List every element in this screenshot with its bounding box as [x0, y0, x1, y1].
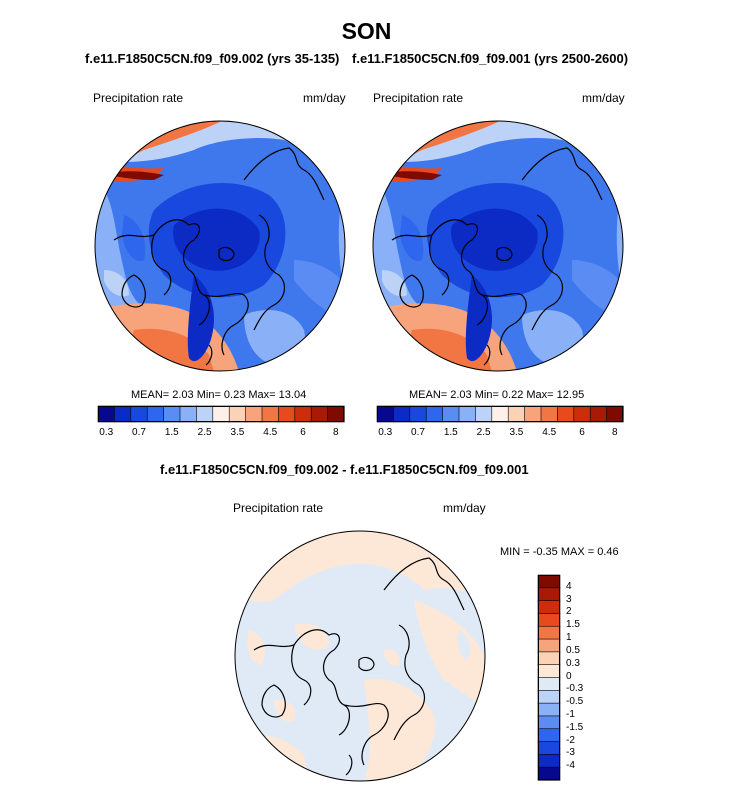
- colorbar-swatch: [491, 405, 509, 423]
- colorbar-swatch: [557, 405, 575, 423]
- colorbar-swatch: [261, 405, 280, 423]
- colorbar-swatch: [130, 405, 148, 423]
- diff-units: mm/day: [443, 501, 486, 515]
- colorbar-tick-label: 3: [566, 593, 572, 605]
- colorbar-swatch: [537, 728, 561, 743]
- colorbar-swatch: [524, 405, 542, 423]
- colorbar-swatch: [97, 405, 116, 423]
- colorbar-swatch: [606, 405, 624, 423]
- colorbar-swatch: [179, 405, 198, 423]
- colorbar-tick-label: 6: [579, 427, 585, 438]
- colorbar-swatch: [537, 587, 561, 602]
- colorbar-tick-label: 4.5: [542, 427, 557, 438]
- colorbar-tick-label: 1.5: [164, 427, 179, 438]
- colorbar-swatch: [537, 625, 561, 640]
- colorbar-tick-label: 1.5: [443, 427, 458, 438]
- colorbar-swatch: [537, 702, 561, 717]
- colorbar-swatch: [393, 405, 411, 423]
- colorbar-swatch: [212, 405, 230, 423]
- colorbar-swatch: [163, 405, 181, 423]
- colorbar-swatch: [537, 574, 561, 589]
- colorbar-swatch: [475, 405, 493, 423]
- colorbar-swatch: [537, 690, 561, 704]
- colorbar-swatch: [537, 651, 561, 666]
- colorbar-tick-label: 0: [566, 670, 572, 682]
- colorbar-tick-label: -4: [566, 760, 575, 772]
- colorbar-tick-label: -0.3: [566, 683, 584, 695]
- colorbar-swatch: [425, 405, 444, 423]
- colorbar-swatch: [376, 405, 395, 423]
- colorbar-swatch: [537, 613, 561, 627]
- colorbar-swatch: [278, 405, 296, 423]
- colorbar-tick-label: 0.3: [378, 427, 393, 438]
- diff-variable: Precipitation rate: [233, 501, 324, 515]
- panel-2-polar-map: [372, 120, 624, 372]
- colorbar-tick-label: 3.5: [509, 427, 524, 438]
- colorbar-swatch: [146, 405, 165, 423]
- colorbar-tick-label: 1: [566, 632, 572, 644]
- panel-2-stats: MEAN= 2.03 Min= 0.22 Max= 12.95: [409, 389, 585, 401]
- colorbar-swatch: [114, 405, 132, 423]
- colorbar-swatch: [327, 405, 345, 423]
- colorbar-swatch: [537, 715, 561, 730]
- colorbar-tick-label: 1.5: [566, 619, 580, 631]
- panel-2-colorbar: [376, 405, 624, 423]
- colorbar-swatch: [537, 766, 561, 781]
- colorbar-tick-label: 6: [300, 427, 306, 438]
- panel-1-stats: MEAN= 2.03 Min= 0.23 Max= 13.04: [131, 389, 307, 401]
- diff-polar-map: [234, 530, 486, 782]
- colorbar-swatches: [376, 405, 624, 423]
- colorbar-swatch: [228, 405, 247, 423]
- colorbar-swatch: [507, 405, 526, 423]
- panel-1-units: mm/day: [303, 91, 346, 105]
- colorbar-tick-label: 2.5: [197, 427, 212, 438]
- colorbar-tick-label: -3: [566, 747, 575, 759]
- colorbar-swatch: [442, 405, 460, 423]
- colorbar-swatch: [589, 405, 608, 423]
- panel-2-run-title: f.e11.F1850C5CN.f09_f09.001 (yrs 2500-26…: [352, 51, 629, 66]
- colorbar-tick-label: 0.3: [99, 427, 114, 438]
- colorbar-swatches: [537, 574, 561, 781]
- panel-1-variable: Precipitation rate: [93, 91, 184, 105]
- colorbar-swatch: [537, 677, 561, 691]
- colorbar-tick-label: -1: [566, 708, 575, 720]
- colorbar-tick-label: 4.5: [263, 427, 278, 438]
- colorbar-tick-label: 0.7: [411, 427, 425, 438]
- colorbar-swatch: [537, 664, 561, 679]
- colorbar-tick-label: -2: [566, 734, 575, 746]
- colorbar-tick-label: -1.5: [566, 721, 584, 733]
- colorbar-swatch: [196, 405, 214, 423]
- colorbar-swatches: [97, 405, 345, 423]
- colorbar-tick-label: 0.5: [566, 644, 580, 656]
- panel-2-variable: Precipitation rate: [373, 91, 464, 105]
- colorbar-tick-label: 2.5: [476, 427, 491, 438]
- colorbar-tick-label: 8: [333, 427, 339, 438]
- colorbar-swatch: [409, 405, 427, 423]
- colorbar-swatch: [310, 405, 329, 423]
- colorbar-tick-label: 3.5: [230, 427, 245, 438]
- panel-1-colorbar: [97, 405, 345, 423]
- panel-1-polar-map: [94, 120, 346, 372]
- colorbar-swatch: [540, 405, 559, 423]
- diff-minmax: MIN = -0.35 MAX = 0.46: [500, 546, 619, 558]
- colorbar-tick-label: 4: [566, 580, 572, 592]
- colorbar-swatch: [294, 405, 312, 423]
- figure-title: SON: [341, 18, 392, 44]
- colorbar-swatch: [458, 405, 477, 423]
- diff-colorbar: [537, 574, 561, 781]
- colorbar-swatch: [245, 405, 263, 423]
- colorbar-tick-label: 2: [566, 606, 572, 618]
- colorbar-swatch: [537, 638, 561, 653]
- diff-title: f.e11.F1850C5CN.f09_f09.002 - f.e11.F185…: [160, 462, 529, 477]
- colorbar-tick-label: 8: [612, 427, 618, 438]
- colorbar-swatch: [537, 741, 561, 755]
- colorbar-swatch: [537, 754, 561, 768]
- colorbar-swatch: [537, 600, 561, 615]
- panel-1-run-title: f.e11.F1850C5CN.f09_f09.002 (yrs 35-135): [85, 51, 340, 66]
- colorbar-tick-label: -0.5: [566, 696, 584, 708]
- colorbar-tick-label: 0.7: [132, 427, 146, 438]
- panel-2-units: mm/day: [582, 91, 625, 105]
- colorbar-swatch: [573, 405, 591, 423]
- colorbar-tick-label: 0.3: [566, 657, 580, 669]
